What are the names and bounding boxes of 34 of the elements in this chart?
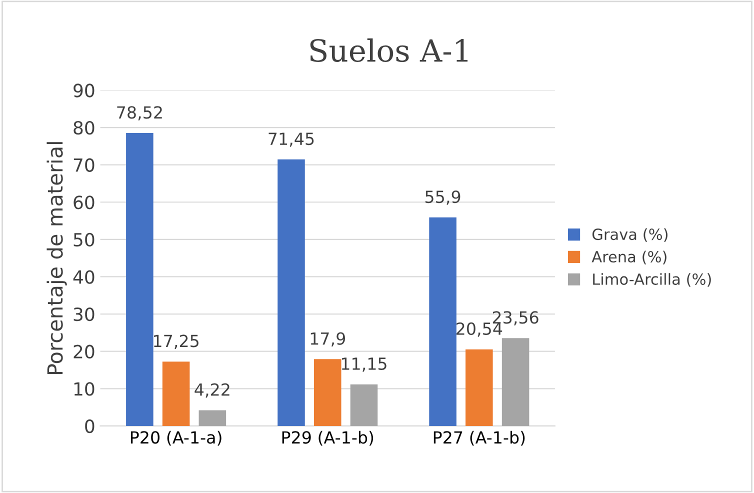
bar — [350, 384, 378, 426]
bar — [466, 349, 493, 426]
x-tick-label: P29 (A-1-b) — [282, 430, 374, 446]
data-label: 17,25 — [154, 334, 198, 349]
bar — [314, 359, 342, 426]
data-label: 17,9 — [310, 332, 345, 347]
legend-label: Arena (%) — [592, 250, 666, 264]
data-label: 71,45 — [268, 132, 314, 147]
bar — [278, 159, 305, 426]
y-tick-label: 70 — [74, 158, 94, 172]
bar — [429, 217, 456, 426]
bar — [502, 338, 530, 426]
y-tick-label: 10 — [74, 382, 94, 396]
bar — [198, 410, 226, 426]
y-tick-label: 0 — [85, 419, 94, 434]
data-label: 55,9 — [426, 190, 460, 205]
x-tick-label: P20 (A-1-a) — [130, 430, 222, 446]
legend-label: Limo-Arcilla (%) — [593, 273, 711, 287]
data-label: 4,22 — [194, 383, 230, 398]
y-tick-label: 90 — [74, 84, 94, 98]
y-axis-title: Porcentaje de material — [46, 142, 67, 374]
chart-title: Suelos A-1 — [310, 38, 468, 62]
y-tick-label: 50 — [74, 232, 94, 247]
bar — [126, 133, 154, 426]
legend-label: Grava (%) — [592, 228, 668, 242]
data-label: 11,15 — [342, 358, 386, 372]
bar — [162, 362, 190, 426]
data-label: 78,52 — [117, 106, 162, 120]
y-tick-label: 40 — [73, 270, 94, 284]
y-tick-label: 20 — [74, 344, 94, 358]
y-tick-label: 30 — [74, 308, 94, 322]
y-tick-label: 60 — [74, 196, 94, 210]
y-tick-label: 80 — [74, 120, 94, 135]
x-tick-label: P27 (A-1-b) — [434, 430, 525, 446]
